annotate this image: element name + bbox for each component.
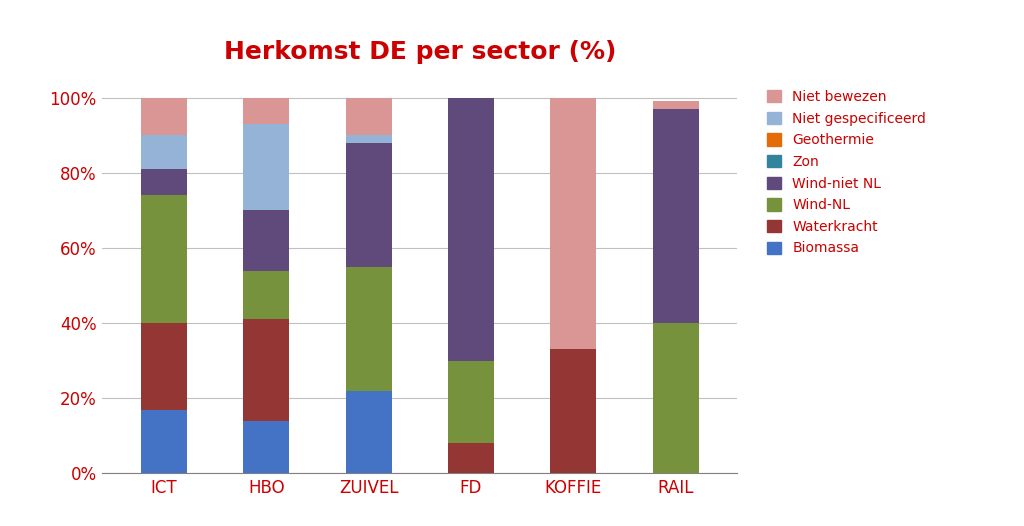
Bar	[244, 124, 290, 210]
Bar	[346, 143, 392, 267]
Bar	[653, 102, 699, 109]
Bar	[141, 323, 187, 410]
Bar	[551, 349, 596, 473]
Bar	[244, 98, 290, 124]
Bar	[653, 323, 699, 473]
Bar	[346, 135, 392, 143]
Bar	[141, 410, 187, 473]
Bar	[449, 443, 495, 473]
Bar	[141, 195, 187, 323]
Bar	[141, 169, 187, 195]
Bar	[346, 267, 392, 391]
Bar	[244, 421, 290, 473]
Bar	[244, 210, 290, 270]
Bar	[346, 391, 392, 473]
Bar	[653, 109, 699, 323]
Bar	[449, 98, 495, 361]
Bar	[244, 319, 290, 421]
Bar	[449, 361, 495, 443]
Title: Herkomst DE per sector (%): Herkomst DE per sector (%)	[223, 41, 616, 65]
Bar	[141, 98, 187, 135]
Bar	[141, 135, 187, 169]
Bar	[346, 98, 392, 135]
Bar	[244, 270, 290, 319]
Legend: Niet bewezen, Niet gespecificeerd, Geothermie, Zon, Wind-niet NL, Wind-NL, Water: Niet bewezen, Niet gespecificeerd, Geoth…	[763, 86, 931, 260]
Bar	[551, 98, 596, 349]
